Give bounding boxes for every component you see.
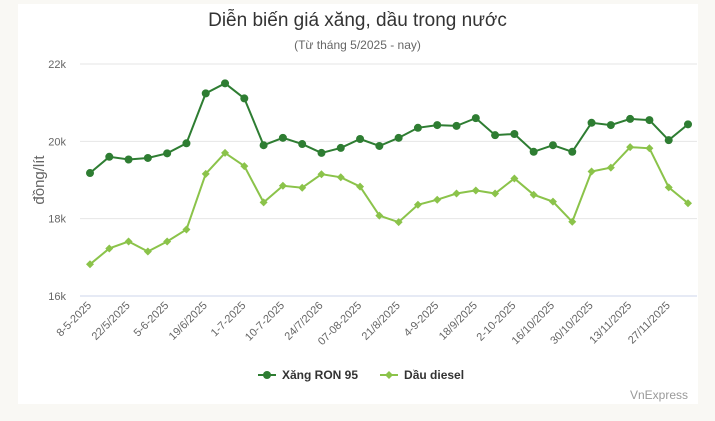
data-point[interactable]	[394, 133, 403, 142]
diamond-marker-icon	[380, 371, 399, 379]
y-axis: 16k 18k 20k 22k	[48, 59, 66, 303]
data-point[interactable]	[105, 152, 114, 161]
x-tick-label: 27/11/2025	[626, 300, 673, 347]
data-point[interactable]	[336, 173, 345, 182]
y-tick-label: 18k	[48, 214, 66, 226]
x-axis: 8-5-202522/5/20255-6-202519/6/20251-7-20…	[54, 300, 672, 348]
circle-marker-icon	[258, 371, 276, 379]
data-point[interactable]	[375, 211, 384, 220]
data-point[interactable]	[298, 140, 307, 149]
data-point[interactable]	[163, 149, 172, 158]
y-tick-label: 22k	[48, 59, 66, 71]
x-tick-label: 1-7-2025	[209, 300, 249, 340]
data-point[interactable]	[645, 116, 654, 125]
data-point[interactable]	[568, 217, 577, 226]
data-point[interactable]	[491, 189, 500, 198]
y-tick-label: 16k	[48, 291, 66, 303]
data-point[interactable]	[105, 244, 114, 253]
x-tick-label: 4-9-2025	[402, 300, 442, 340]
y-tick-label: 20k	[48, 136, 66, 148]
data-point[interactable]	[278, 133, 287, 142]
data-point[interactable]	[259, 141, 268, 150]
x-tick-label: 5-6-2025	[132, 300, 172, 340]
data-point[interactable]	[664, 183, 673, 192]
data-point[interactable]	[684, 120, 692, 129]
data-point[interactable]	[317, 148, 326, 157]
series-group	[86, 79, 692, 269]
data-point[interactable]	[221, 148, 230, 157]
data-point[interactable]	[413, 200, 422, 209]
x-tick-label: 10-7-2025	[243, 300, 287, 344]
data-point[interactable]	[182, 225, 191, 234]
data-point[interactable]	[143, 153, 152, 162]
series-line	[89, 82, 689, 174]
data-point[interactable]	[471, 186, 480, 195]
data-point[interactable]	[587, 167, 596, 176]
data-point[interactable]	[548, 197, 557, 206]
data-point[interactable]	[240, 162, 249, 171]
data-point[interactable]	[86, 169, 94, 178]
data-point[interactable]	[163, 237, 172, 246]
data-point[interactable]	[259, 198, 268, 207]
data-point[interactable]	[86, 260, 94, 269]
data-point[interactable]	[491, 131, 500, 140]
x-tick-label: 8-5-2025	[54, 300, 94, 340]
data-point[interactable]	[471, 114, 480, 123]
chart-card	[18, 4, 698, 404]
source-credit: VnExpress	[629, 388, 688, 402]
data-point[interactable]	[336, 143, 345, 152]
data-point[interactable]	[221, 79, 230, 88]
data-point[interactable]	[201, 169, 210, 178]
data-point[interactable]	[529, 190, 538, 199]
legend-label: Dầu diesel	[404, 368, 465, 382]
series-line	[89, 146, 689, 266]
x-tick-label: 22/5/2025	[90, 300, 133, 343]
chart-subtitle: (Từ tháng 5/2025 - nay)	[294, 38, 421, 52]
data-point[interactable]	[124, 155, 133, 164]
data-point[interactable]	[510, 174, 519, 183]
data-point[interactable]	[548, 141, 557, 150]
data-point[interactable]	[529, 147, 538, 156]
legend-item-ron95[interactable]: Xăng RON 95	[258, 368, 358, 382]
data-point[interactable]	[394, 218, 403, 227]
data-point[interactable]	[606, 121, 615, 130]
data-point[interactable]	[143, 247, 152, 256]
data-point[interactable]	[664, 136, 673, 145]
legend-label: Xăng RON 95	[282, 368, 359, 382]
data-point[interactable]	[452, 189, 461, 198]
data-point[interactable]	[510, 129, 519, 138]
data-point[interactable]	[684, 199, 692, 208]
gridlines	[80, 63, 697, 297]
x-tick-label: 19/6/2025	[167, 300, 210, 343]
data-point[interactable]	[356, 135, 365, 144]
data-point[interactable]	[626, 143, 635, 152]
x-tick-label: 21/8/2025	[360, 300, 403, 343]
y-axis-label: đồng/lít	[31, 155, 48, 205]
data-point[interactable]	[317, 170, 326, 179]
data-point[interactable]	[124, 237, 133, 246]
data-point[interactable]	[626, 114, 635, 123]
legend: Xăng RON 95 Dầu diesel	[258, 368, 464, 382]
legend-item-diesel[interactable]: Dầu diesel	[380, 368, 464, 382]
data-point[interactable]	[587, 118, 596, 127]
data-point[interactable]	[356, 182, 365, 191]
chart-title: Diễn biến giá xăng, dầu trong nước	[208, 10, 507, 31]
data-point[interactable]	[433, 121, 442, 130]
data-point[interactable]	[375, 141, 384, 150]
data-point[interactable]	[201, 89, 210, 98]
x-tick-label: 18/9/2025	[437, 300, 480, 343]
data-point[interactable]	[452, 121, 461, 130]
data-point[interactable]	[433, 195, 442, 204]
data-point[interactable]	[182, 139, 191, 148]
data-point[interactable]	[278, 181, 287, 190]
data-point[interactable]	[606, 163, 615, 172]
data-point[interactable]	[568, 147, 577, 156]
data-point[interactable]	[240, 94, 249, 103]
data-point[interactable]	[298, 183, 307, 192]
data-point[interactable]	[645, 144, 654, 153]
data-point[interactable]	[413, 123, 422, 132]
